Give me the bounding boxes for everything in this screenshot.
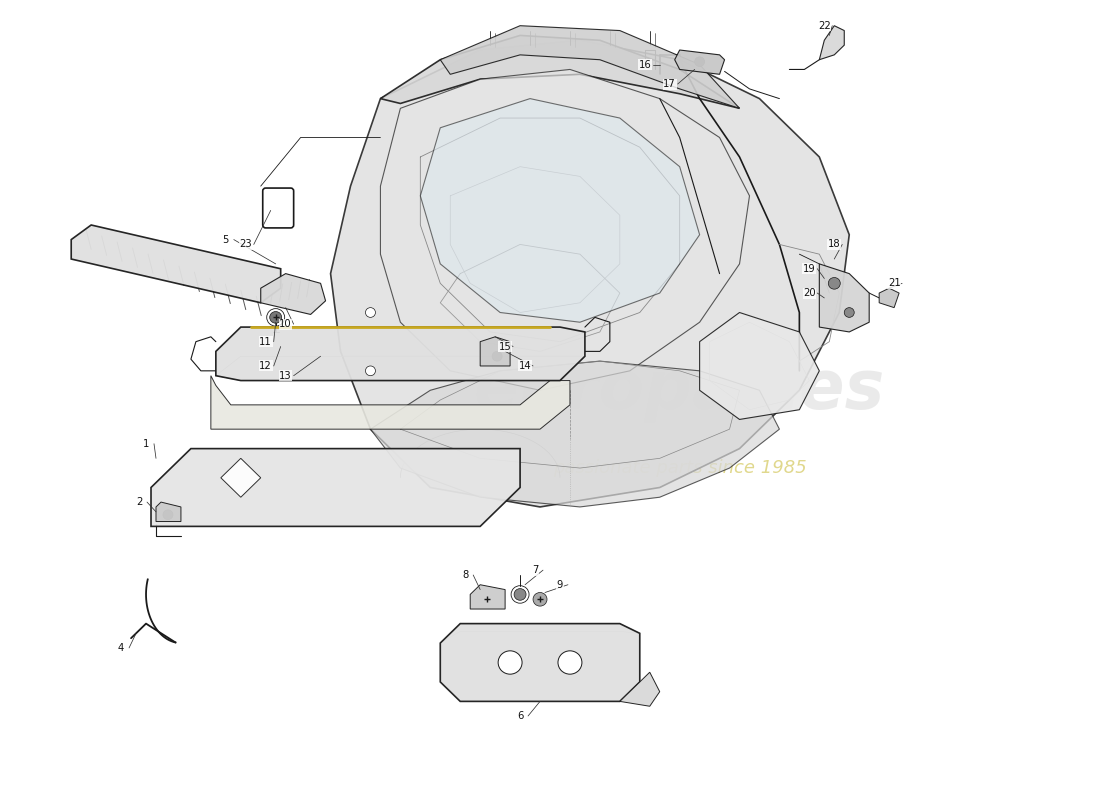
Circle shape (365, 308, 375, 318)
Text: 12: 12 (260, 361, 272, 371)
Circle shape (514, 589, 526, 600)
Polygon shape (820, 264, 869, 332)
Polygon shape (440, 624, 640, 702)
FancyBboxPatch shape (263, 188, 294, 228)
Polygon shape (820, 26, 845, 60)
Text: 22: 22 (818, 21, 830, 30)
Circle shape (558, 651, 582, 674)
Polygon shape (674, 50, 725, 74)
Polygon shape (481, 337, 510, 366)
Text: 2: 2 (136, 497, 142, 507)
Text: 10: 10 (279, 319, 292, 329)
Circle shape (365, 366, 375, 376)
Polygon shape (879, 288, 899, 308)
Text: 1: 1 (143, 438, 150, 449)
Text: 7: 7 (532, 565, 538, 575)
Text: 23: 23 (240, 239, 252, 250)
Circle shape (845, 308, 855, 318)
Text: 16: 16 (638, 59, 651, 70)
Circle shape (498, 651, 522, 674)
Circle shape (694, 57, 705, 66)
Text: 19: 19 (803, 264, 816, 274)
Polygon shape (470, 585, 505, 609)
Text: 21: 21 (888, 278, 901, 288)
Text: 9: 9 (557, 580, 563, 590)
Text: 13: 13 (279, 370, 292, 381)
Polygon shape (420, 98, 700, 322)
Polygon shape (221, 458, 261, 498)
Text: europaices: europaices (474, 358, 886, 423)
Polygon shape (381, 35, 739, 108)
Polygon shape (619, 672, 660, 706)
Polygon shape (371, 361, 780, 507)
Circle shape (828, 278, 840, 289)
Polygon shape (72, 225, 280, 302)
Text: 11: 11 (260, 337, 272, 346)
Text: 8: 8 (462, 570, 469, 580)
Text: 14: 14 (519, 361, 531, 371)
Text: 15: 15 (498, 342, 512, 351)
Text: passionate parts since 1985: passionate parts since 1985 (553, 459, 806, 477)
Circle shape (163, 510, 173, 519)
Text: 20: 20 (803, 288, 816, 298)
Text: 5: 5 (222, 234, 229, 245)
Polygon shape (156, 502, 180, 522)
Text: 18: 18 (828, 239, 840, 250)
Text: 4: 4 (118, 643, 124, 653)
Circle shape (534, 593, 547, 606)
Circle shape (270, 311, 282, 323)
Polygon shape (151, 449, 520, 526)
Polygon shape (216, 327, 585, 381)
Circle shape (492, 351, 502, 361)
Polygon shape (440, 26, 739, 108)
Polygon shape (261, 274, 326, 314)
Text: 6: 6 (517, 711, 524, 721)
Polygon shape (211, 376, 570, 429)
Polygon shape (700, 313, 820, 419)
Polygon shape (331, 40, 849, 507)
Text: 17: 17 (663, 79, 676, 89)
Polygon shape (381, 70, 749, 390)
